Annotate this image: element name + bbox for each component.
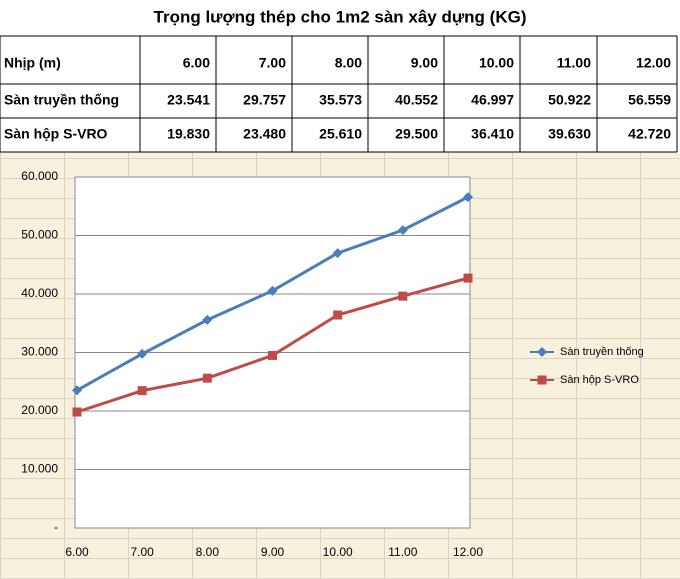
marker (537, 375, 547, 385)
legend-label: Sàn truyền thống (560, 346, 644, 358)
table-cell: 10.00 (479, 55, 514, 71)
y-tick-label: 50.000 (21, 228, 58, 242)
table-cell: 42.720 (628, 126, 671, 142)
y-tick-label: 40.000 (21, 286, 58, 300)
table-cell: 25.610 (319, 126, 362, 142)
x-tick-label: 6.00 (65, 545, 89, 559)
marker (72, 407, 82, 417)
y-tick-label: 10.000 (21, 462, 58, 476)
table-cell: 19.830 (167, 126, 210, 142)
table-cell: 9.00 (411, 55, 438, 71)
x-tick-label: 11.00 (388, 545, 417, 559)
marker (398, 291, 408, 301)
table-cell: 23.541 (167, 92, 210, 108)
marker (463, 192, 473, 203)
marker (72, 385, 82, 396)
marker (333, 310, 343, 320)
table-title: Trọng lượng thép cho 1m2 sàn xây dựng (K… (154, 7, 527, 26)
x-tick-label: 7.00 (130, 545, 154, 559)
marker (267, 285, 278, 296)
marker (137, 348, 148, 359)
y-tick-label: 20.000 (21, 403, 58, 417)
table-cell: 35.573 (319, 92, 362, 108)
marker (202, 314, 213, 325)
table-cell: 29.500 (395, 126, 438, 142)
marker (268, 350, 277, 360)
table-cell: 46.997 (471, 92, 514, 108)
table-cell: 6.00 (183, 55, 210, 71)
table-cell: 12.00 (636, 55, 671, 71)
table-cell: 56.559 (628, 92, 671, 108)
x-tick-label: 8.00 (196, 545, 220, 559)
y-tick-label: 30.000 (21, 345, 58, 359)
table-cell: 40.552 (395, 92, 438, 108)
table-cell: 29.757 (243, 92, 286, 108)
row-label: Sàn truyền thống (4, 92, 119, 108)
table-cell: 39.630 (548, 126, 591, 142)
table-cell: 23.480 (243, 126, 286, 142)
x-tick-label: 12.00 (453, 545, 483, 559)
marker (202, 373, 212, 383)
table-cell: 11.00 (557, 55, 591, 71)
marker (137, 386, 147, 396)
table-cell: 7.00 (259, 55, 286, 71)
table-cell: 50.922 (548, 92, 591, 108)
row-label: Sàn hộp S-VRO (4, 126, 108, 142)
marker (332, 248, 343, 259)
marker (397, 225, 408, 236)
table-cell: 36.410 (471, 126, 514, 142)
marker (537, 347, 547, 357)
y-tick-label: - (54, 520, 58, 534)
legend-label: Sàn hộp S-VRO (560, 374, 639, 386)
x-tick-label: 9.00 (261, 545, 285, 559)
x-tick-label: 10.00 (323, 545, 353, 559)
row-label: Nhịp (m) (4, 55, 61, 71)
y-tick-label: 60.000 (21, 169, 58, 183)
table-cell: 8.00 (335, 55, 362, 71)
marker (463, 273, 473, 283)
